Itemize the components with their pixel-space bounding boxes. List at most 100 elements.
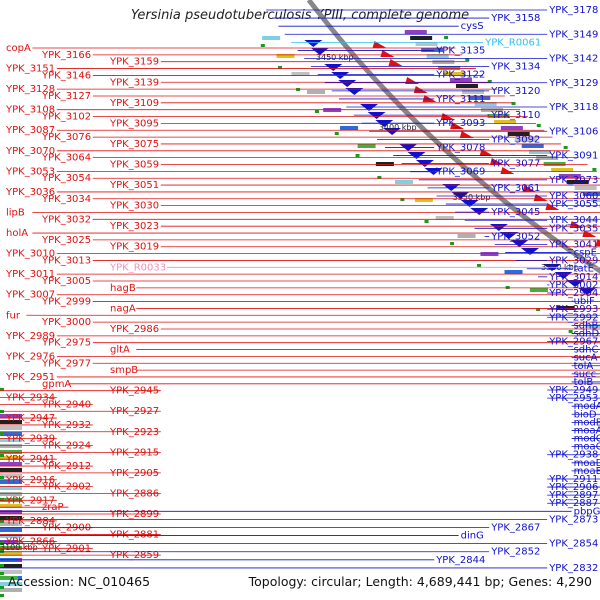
gene-label-right: sdhC — [574, 345, 599, 356]
forward-gene-arrow — [500, 232, 519, 239]
gene-label-left: YPK_3059 — [109, 160, 159, 171]
feature-block — [582, 192, 600, 196]
tick-mark — [563, 146, 568, 149]
gene-label-left: fur — [6, 310, 21, 321]
feature-block — [0, 438, 22, 442]
feature-block — [0, 480, 22, 484]
gene-label-left: YPK_2999 — [41, 297, 91, 308]
gene-label-right: YPK_3106 — [548, 126, 598, 137]
reverse-gene-arrow — [522, 185, 537, 192]
genome-summary-text: Topology: circular; Length: 4,689,441 bp… — [248, 574, 592, 589]
gene-label-left: YPK_2912 — [41, 461, 91, 472]
feature-block — [504, 270, 523, 274]
gene-label-right: YPK_2832 — [548, 563, 598, 574]
tick-mark — [0, 454, 4, 457]
gene-label-left: YPK_3036 — [5, 187, 55, 198]
gene-label-left: YPK_2915 — [109, 447, 159, 458]
feature-block — [0, 528, 22, 532]
forward-gene-arrow — [470, 208, 489, 215]
feature-block — [0, 426, 22, 430]
gene-label-right: tatE — [574, 264, 594, 275]
feature-block — [0, 420, 22, 424]
tick-mark — [511, 102, 516, 105]
gene-label-left: YPK_3034 — [41, 194, 91, 205]
gene-label-right: YPK_2844 — [435, 555, 485, 566]
tick-mark — [0, 572, 4, 575]
gene-label-right: YPK_2993 — [548, 304, 598, 315]
gene-label-left: YPK_3013 — [41, 255, 91, 266]
gene-label-right: YPK_3045 — [490, 207, 540, 218]
tick-mark — [0, 498, 4, 501]
gene-label-right: sucA — [574, 353, 598, 364]
gene-label-right: YPK_2953 — [548, 393, 598, 404]
feature-block — [521, 144, 544, 148]
gene-label-left: YPK_2947 — [5, 413, 55, 424]
gene-label-right: bioD — [574, 409, 597, 420]
tick-mark — [0, 594, 4, 597]
feature-block — [514, 138, 537, 142]
feature-block — [426, 54, 449, 58]
tick-mark — [314, 110, 319, 113]
gene-label-right: moaC — [574, 442, 600, 453]
gene-label-left: YPK_2927 — [109, 406, 159, 417]
gene-label-left: YPK_3005 — [41, 276, 91, 287]
tick-mark — [355, 154, 360, 157]
feature-block — [0, 540, 18, 544]
gene-label-right: tolA — [574, 361, 594, 372]
feature-block — [494, 120, 517, 124]
gene-label-right: YPK_2854 — [548, 539, 598, 550]
feature-block — [0, 444, 22, 448]
feature-block — [529, 288, 548, 292]
tick-mark — [278, 66, 283, 69]
gene-label-right: YPK_3092 — [490, 134, 540, 145]
tick-mark — [424, 220, 429, 223]
forward-gene-arrow — [451, 192, 470, 199]
gene-label-right: dinG — [461, 531, 484, 542]
tick-mark — [477, 264, 482, 267]
gene-label-left: YPK_2924 — [41, 440, 91, 451]
forward-gene-arrow — [360, 104, 379, 111]
gene-label-right: YPK_3014 — [548, 272, 598, 283]
gene-label-left: YPK_2986 — [109, 324, 159, 335]
tick-mark — [0, 388, 4, 391]
gene-label-left: YPK_2902 — [41, 482, 91, 493]
gene-label-right: YPK_3041 — [548, 239, 598, 250]
gene-label-right: sdhD — [574, 328, 600, 339]
feature-block — [0, 510, 22, 514]
forward-gene-arrow — [566, 280, 585, 287]
tick-mark — [450, 242, 455, 245]
gene-label-right: YPK_3149 — [548, 29, 598, 40]
feature-block — [291, 72, 310, 76]
tick-mark — [0, 520, 4, 523]
gene-label-left: YPK_2886 — [109, 488, 159, 499]
gene-label-left: YPK_2989 — [5, 331, 55, 342]
forward-gene-arrow — [304, 40, 323, 47]
gene-label-left: YPK_3051 — [109, 180, 159, 191]
feature-block — [455, 84, 478, 88]
genome-backbone — [306, 0, 600, 274]
gene-label-left: YPK_3139 — [109, 77, 159, 88]
gene-label-right: YPK_3142 — [548, 54, 598, 65]
forward-gene-arrow — [324, 64, 343, 71]
scale-label: 3350 kbp — [453, 193, 491, 202]
gene-label-left: YPK_3159 — [109, 57, 159, 68]
gene-label-right: YPK_3069 — [435, 167, 485, 178]
reverse-gene-arrow — [595, 239, 600, 246]
reverse-gene-arrow — [459, 131, 474, 138]
gene-label-right: YPK_3078 — [435, 142, 485, 153]
gene-label-right: YPK_2873 — [548, 514, 598, 525]
gene-label-right: YPK_2911 — [548, 474, 598, 485]
gene-label-left: nagA — [110, 303, 136, 314]
gene-label-right: moaD — [574, 458, 600, 469]
gene-label-right: YPK_3158 — [490, 13, 540, 24]
gene-label-right: YPK_3073 — [548, 175, 598, 186]
gene-label-left: YPK_3011 — [5, 269, 55, 280]
feature-block — [574, 186, 597, 190]
feature-block — [0, 516, 22, 520]
map-title: Yersinia pseudotuberculosis YPIII, compl… — [130, 8, 470, 23]
gene-label-left: YPK_3075 — [109, 139, 159, 150]
feature-block — [0, 492, 22, 496]
gene-label-left: YPK_2905 — [109, 468, 159, 479]
tick-mark — [0, 586, 4, 589]
